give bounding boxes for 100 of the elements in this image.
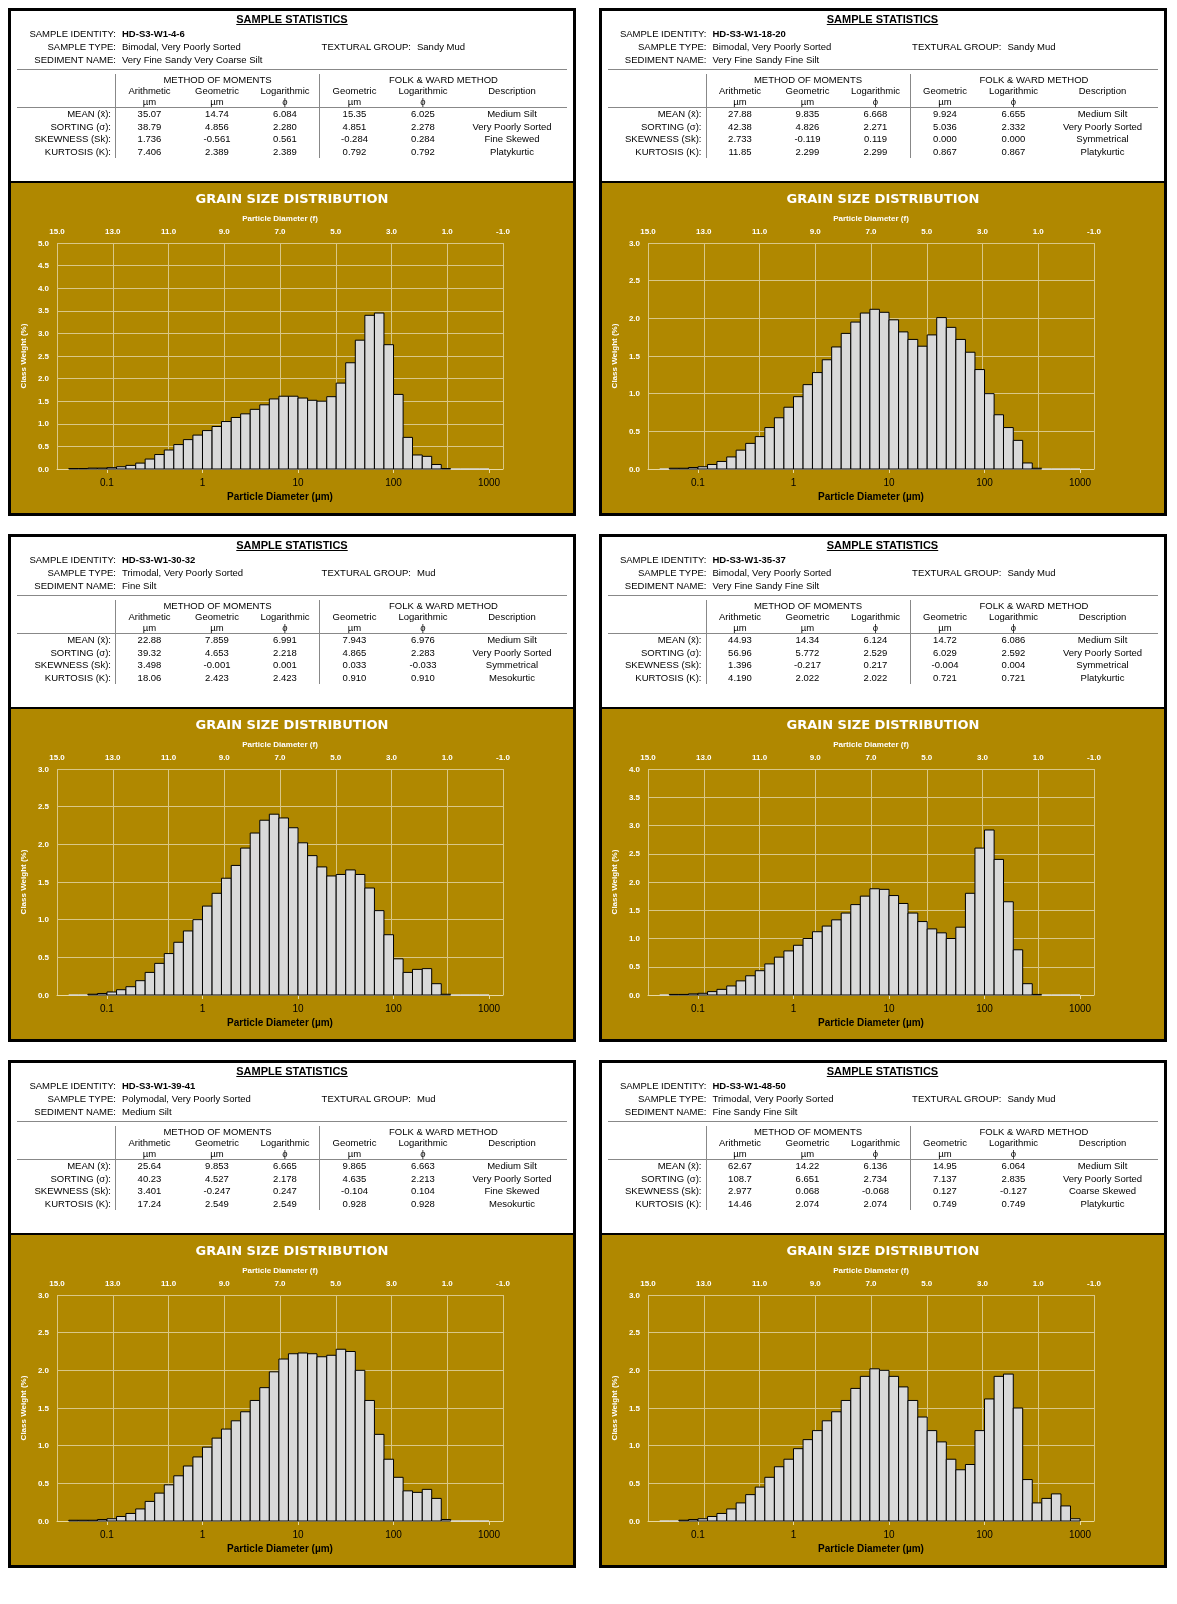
y-tick-label: 4.5	[37, 261, 50, 271]
x2-tick-label: 11.0	[160, 226, 177, 236]
chart-title: GRAIN SIZE DISTRIBUTION	[195, 1243, 389, 1258]
x2-tick-label: 7.0	[274, 752, 287, 762]
chart-title: GRAIN SIZE DISTRIBUTION	[786, 717, 979, 732]
text: -0.119	[793, 133, 822, 146]
x2-tick-label: 15.0	[49, 1278, 66, 1288]
text: Mud	[417, 567, 437, 578]
text: 7.137	[909, 1172, 980, 1185]
text: 3.401	[115, 1185, 183, 1198]
x-tick-label: 1000	[1068, 476, 1092, 488]
text: 11.85	[705, 145, 774, 158]
text: Trimodal, Very Poorly Sorted	[712, 1093, 835, 1104]
text: 2.299	[862, 145, 889, 158]
y-tick-label: 2.0	[37, 1365, 50, 1375]
text: SEDIMENT NAME:	[33, 54, 117, 65]
text: 2.074	[794, 1197, 821, 1210]
text: MEAN (x̄):	[656, 634, 703, 647]
y-tick-label: 1.0	[628, 389, 641, 399]
x2-tick-label: 9.0	[809, 752, 821, 762]
text: 2.423	[272, 671, 298, 684]
y-tick-label: 1.0	[37, 1441, 50, 1451]
x2-tick-label: 5.0	[330, 1278, 342, 1288]
text: METHOD OF MOMENTS	[705, 74, 910, 85]
text: Geometric µm	[194, 1137, 240, 1159]
text: FOLK & WARD METHOD	[319, 600, 567, 611]
text: Bimodal, Very Poorly Sorted	[712, 567, 833, 578]
text: 2.178	[272, 1172, 298, 1185]
text: 0.119	[862, 133, 889, 146]
text: SKEWNESS (Sk):	[33, 1185, 112, 1198]
text: TEXTURAL GROUP:	[320, 567, 412, 578]
x-tick-label: 0.1	[100, 1002, 115, 1014]
text: 2.835	[1000, 1172, 1027, 1185]
text: KURTOSIS (K):	[43, 145, 112, 158]
y-tick-label: 0.5	[628, 1478, 641, 1488]
x2-axis-title: Particle Diameter (f)	[242, 1265, 319, 1275]
x2-tick-label: 5.0	[920, 226, 933, 236]
text: 0.792	[319, 145, 389, 158]
text: Platykurtic	[1079, 145, 1126, 158]
text: KURTOSIS (K):	[634, 1197, 703, 1210]
text: 2.022	[862, 671, 889, 684]
text: Fine Skewed	[483, 1185, 541, 1198]
text: 40.23	[115, 1172, 183, 1185]
text: Geometric µm	[194, 611, 240, 633]
text: 0.910	[410, 671, 436, 684]
text: Arithmetic µm	[115, 1137, 183, 1159]
text: KURTOSIS (K):	[634, 671, 703, 684]
x2-tick-label: 1.0	[1032, 752, 1044, 762]
text: SAMPLE STATISTICS	[235, 539, 349, 551]
text: Mesokurtic	[488, 1197, 536, 1210]
y-tick-label: 0.5	[37, 1478, 50, 1488]
text: SEDIMENT NAME:	[623, 580, 708, 591]
text: 0.867	[1000, 145, 1027, 158]
text: HD-S3-W1-35-37	[712, 554, 787, 565]
x-tick-label: 1000	[477, 476, 501, 488]
text: Medium Silt	[1076, 634, 1129, 647]
text: 14.74	[204, 108, 230, 121]
text: Geometric µm	[784, 85, 831, 107]
x-tick-label: 10	[882, 476, 895, 488]
text: Logarithmic ϕ	[987, 85, 1040, 107]
text: 2.592	[1000, 646, 1027, 659]
x2-tick-label: 13.0	[104, 1278, 122, 1288]
y-tick-label: 3.0	[37, 1290, 50, 1300]
text: HD-S3-W1-4-6	[122, 28, 186, 39]
y-tick-label: 1.5	[628, 905, 641, 915]
text: 0.033	[319, 659, 389, 672]
text: 0.928	[410, 1197, 436, 1210]
text: METHOD OF MOMENTS	[115, 600, 319, 611]
text: 0.001	[272, 659, 298, 672]
text: 2.549	[272, 1197, 298, 1210]
x-tick-label: 1	[790, 476, 797, 488]
text: METHOD OF MOMENTS	[115, 74, 319, 85]
text: -0.127	[999, 1185, 1028, 1198]
y-tick-label: 2.5	[628, 276, 641, 286]
x2-tick-label: 3.0	[976, 752, 989, 762]
text: 2.389	[272, 145, 298, 158]
text: Sandy Mud	[417, 41, 467, 52]
y-axis-title: Class Weight (%)	[18, 849, 28, 915]
text: Medium Silt	[486, 634, 538, 647]
y-tick-label: 5.0	[37, 238, 50, 248]
text: Fine Skewed	[483, 133, 541, 146]
text: Symmetrical	[1075, 133, 1130, 146]
x-tick-label: 1	[790, 1528, 797, 1540]
text: 6.991	[272, 634, 298, 647]
x2-tick-label: 5.0	[920, 752, 933, 762]
text: 0.217	[862, 659, 889, 672]
text: 2.271	[862, 120, 889, 133]
text: 4.635	[319, 1172, 389, 1185]
x-tick-label: 100	[975, 1528, 993, 1540]
text: KURTOSIS (K):	[43, 1197, 112, 1210]
text: -0.004	[909, 659, 980, 672]
x2-tick-label: 3.0	[385, 226, 398, 236]
text: Description	[1077, 611, 1128, 624]
x2-tick-label: 1.0	[441, 1278, 454, 1288]
text: Description	[487, 611, 537, 624]
text: 6.663	[410, 1160, 436, 1173]
text: -0.068	[861, 1185, 890, 1198]
text: 5.772	[794, 646, 821, 659]
text: 7.859	[204, 634, 230, 647]
x-tick-label: 1000	[477, 1002, 501, 1014]
